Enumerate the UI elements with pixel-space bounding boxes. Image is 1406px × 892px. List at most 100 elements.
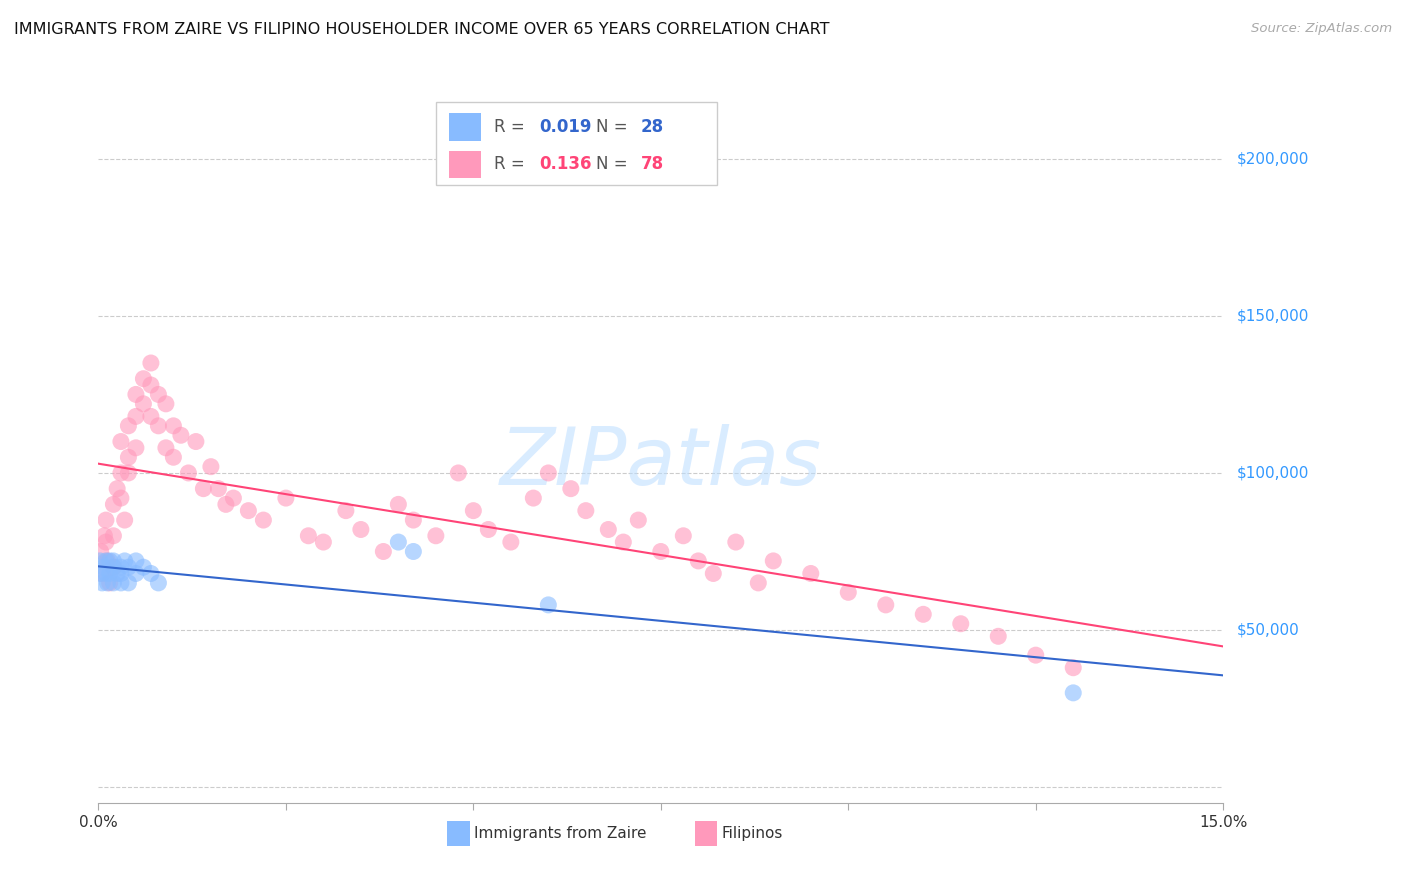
Point bbox=[1025, 648, 1047, 662]
Point bbox=[139, 566, 162, 581]
Point bbox=[155, 441, 177, 455]
Point bbox=[238, 503, 260, 517]
Point bbox=[522, 491, 544, 505]
Text: N =: N = bbox=[596, 118, 633, 136]
Point bbox=[103, 560, 125, 574]
Point bbox=[110, 560, 132, 574]
Point bbox=[402, 513, 425, 527]
Point bbox=[94, 566, 117, 581]
Point bbox=[132, 397, 155, 411]
Point bbox=[89, 554, 111, 568]
Text: N =: N = bbox=[596, 155, 633, 173]
Point bbox=[350, 523, 373, 537]
Point bbox=[117, 466, 139, 480]
Point bbox=[103, 529, 125, 543]
Point bbox=[688, 554, 710, 568]
Text: $150,000: $150,000 bbox=[1237, 309, 1309, 324]
Point bbox=[335, 503, 357, 517]
Text: 0.136: 0.136 bbox=[540, 155, 592, 173]
Text: ZIPatlas: ZIPatlas bbox=[499, 425, 823, 502]
Point bbox=[537, 598, 560, 612]
Point bbox=[402, 544, 425, 558]
Text: R =: R = bbox=[495, 155, 530, 173]
Point bbox=[103, 497, 125, 511]
Point bbox=[110, 575, 132, 590]
Point bbox=[762, 554, 785, 568]
Point bbox=[387, 497, 409, 511]
Point bbox=[117, 560, 139, 574]
Point bbox=[90, 544, 112, 558]
Text: $50,000: $50,000 bbox=[1237, 623, 1301, 638]
Point bbox=[200, 459, 222, 474]
Point bbox=[139, 409, 162, 424]
Point bbox=[207, 482, 229, 496]
Point bbox=[560, 482, 582, 496]
Point bbox=[387, 535, 409, 549]
Point bbox=[139, 378, 162, 392]
Point bbox=[98, 566, 121, 581]
Bar bbox=[695, 821, 717, 847]
Point bbox=[132, 372, 155, 386]
Point bbox=[162, 450, 184, 465]
Bar bbox=[450, 151, 481, 178]
Point bbox=[373, 544, 395, 558]
Point bbox=[162, 418, 184, 433]
Point bbox=[117, 418, 139, 433]
Point bbox=[184, 434, 207, 449]
Text: 78: 78 bbox=[641, 155, 664, 173]
Point bbox=[800, 566, 823, 581]
Text: 0.019: 0.019 bbox=[540, 118, 592, 136]
Point bbox=[747, 575, 769, 590]
Point bbox=[105, 566, 128, 581]
Point bbox=[117, 575, 139, 590]
Point bbox=[103, 560, 125, 574]
Point bbox=[117, 450, 139, 465]
Point bbox=[499, 535, 522, 549]
Point bbox=[139, 356, 162, 370]
Point bbox=[155, 397, 177, 411]
Point bbox=[110, 491, 132, 505]
Point bbox=[447, 466, 470, 480]
Text: $100,000: $100,000 bbox=[1237, 466, 1309, 481]
Text: Source: ZipAtlas.com: Source: ZipAtlas.com bbox=[1251, 22, 1392, 36]
Text: IMMIGRANTS FROM ZAIRE VS FILIPINO HOUSEHOLDER INCOME OVER 65 YEARS CORRELATION C: IMMIGRANTS FROM ZAIRE VS FILIPINO HOUSEH… bbox=[14, 22, 830, 37]
Text: R =: R = bbox=[495, 118, 530, 136]
Point bbox=[91, 566, 114, 581]
Point bbox=[837, 585, 859, 599]
Point bbox=[148, 387, 170, 401]
Point bbox=[125, 566, 148, 581]
Point bbox=[724, 535, 747, 549]
Point bbox=[110, 466, 132, 480]
Point bbox=[98, 554, 121, 568]
Point bbox=[193, 482, 215, 496]
Point bbox=[598, 523, 620, 537]
Point bbox=[96, 554, 118, 568]
Point bbox=[94, 535, 117, 549]
Point bbox=[93, 529, 115, 543]
Point bbox=[125, 554, 148, 568]
Point bbox=[463, 503, 485, 517]
Text: Filipinos: Filipinos bbox=[721, 826, 783, 841]
Point bbox=[702, 566, 724, 581]
Point bbox=[312, 535, 335, 549]
Point bbox=[98, 575, 121, 590]
Text: $200,000: $200,000 bbox=[1237, 152, 1309, 166]
Point bbox=[114, 554, 136, 568]
Point bbox=[1062, 661, 1084, 675]
Point bbox=[170, 428, 193, 442]
Point bbox=[90, 566, 112, 581]
Point bbox=[110, 434, 132, 449]
Point bbox=[103, 575, 125, 590]
Point bbox=[477, 523, 499, 537]
Point bbox=[650, 544, 672, 558]
Point bbox=[215, 497, 238, 511]
Point bbox=[672, 529, 695, 543]
Point bbox=[297, 529, 319, 543]
Point bbox=[949, 616, 972, 631]
Point bbox=[627, 513, 650, 527]
Point bbox=[114, 513, 136, 527]
Point bbox=[105, 482, 128, 496]
Point bbox=[96, 575, 118, 590]
Point bbox=[537, 466, 560, 480]
Point bbox=[1062, 686, 1084, 700]
